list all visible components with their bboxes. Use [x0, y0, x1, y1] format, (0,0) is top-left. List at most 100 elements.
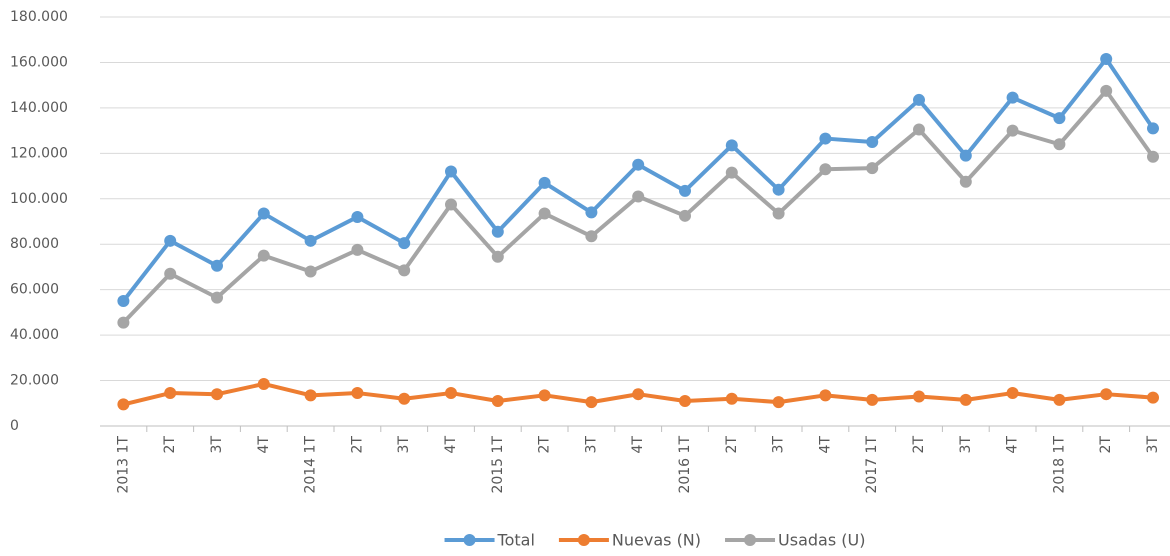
data-point — [304, 265, 317, 278]
data-point — [1100, 53, 1113, 66]
legend-item: Total — [444, 531, 535, 550]
data-point — [866, 135, 879, 148]
data-point — [257, 377, 270, 390]
data-point — [819, 163, 832, 176]
data-point — [725, 166, 738, 179]
x-tick-label: 4T — [1005, 436, 1021, 454]
data-point — [632, 190, 645, 203]
data-point — [445, 165, 457, 178]
data-point — [398, 264, 411, 277]
x-tick-label: 2T — [537, 436, 553, 454]
data-point — [679, 395, 691, 408]
data-point — [445, 198, 457, 211]
legend-marker — [744, 534, 757, 546]
data-point — [211, 259, 223, 272]
legend-label: Usadas (U) — [778, 531, 865, 550]
data-point — [585, 396, 598, 409]
x-tick-label: 2017 1T — [864, 436, 880, 494]
data-point — [1147, 391, 1159, 404]
legend-item: Usadas (U) — [725, 531, 865, 550]
y-tick-label: 40.000 — [10, 327, 59, 343]
data-point — [585, 230, 598, 243]
data-point — [398, 237, 411, 250]
data-point — [725, 392, 738, 405]
data-point — [117, 316, 130, 329]
series-line — [121, 88, 1155, 324]
data-point — [772, 396, 785, 409]
data-point — [1053, 393, 1066, 406]
data-point — [491, 225, 504, 238]
x-tick-label: 3T — [396, 436, 412, 454]
data-point — [913, 93, 925, 106]
series-line — [121, 57, 1155, 303]
data-point — [1147, 122, 1159, 135]
data-point — [211, 291, 223, 304]
y-tick-label: 120.000 — [10, 145, 68, 161]
x-tick-label: 2014 1T — [303, 436, 319, 494]
x-tick-label: 2T — [349, 436, 365, 454]
data-point — [772, 207, 785, 220]
data-point — [959, 175, 972, 188]
legend-marker — [463, 534, 476, 546]
data-point — [117, 295, 130, 308]
x-tick-label: 3T — [583, 436, 599, 454]
legend-label: Nuevas (N) — [612, 531, 701, 550]
data-point — [164, 387, 177, 400]
data-point — [585, 206, 598, 219]
data-point — [866, 393, 879, 406]
legend-item: Nuevas (N) — [558, 531, 701, 550]
data-point — [398, 392, 411, 405]
x-tick-label: 2013 1T — [115, 436, 131, 494]
legend: Total Nuevas (N) Usadas (U) — [444, 531, 865, 550]
x-tick-label: 4T — [817, 436, 833, 454]
data-point — [632, 158, 645, 171]
data-point — [445, 387, 457, 400]
y-tick-label: 60.000 — [10, 282, 59, 298]
data-point — [632, 388, 645, 401]
y-tick-label: 20.000 — [10, 373, 59, 389]
legend-label: Total — [497, 531, 535, 550]
data-point — [491, 250, 504, 263]
x-tick-label: 3T — [209, 436, 225, 454]
data-point — [538, 176, 551, 189]
data-point — [211, 388, 223, 401]
data-point — [164, 234, 177, 247]
data-point — [1147, 150, 1159, 163]
data-point — [1006, 387, 1019, 400]
data-point — [304, 234, 317, 247]
data-point — [959, 393, 972, 406]
x-tick-label: 2T — [911, 436, 927, 454]
data-point — [1006, 124, 1019, 137]
x-tick-label: 2T — [724, 436, 740, 454]
data-point — [1100, 84, 1113, 97]
data-point — [819, 132, 832, 145]
x-tick-label: 2T — [162, 436, 178, 454]
data-point — [257, 207, 270, 220]
data-point — [959, 149, 972, 162]
data-point — [538, 207, 551, 220]
data-point — [117, 398, 130, 411]
data-point — [1053, 138, 1066, 151]
y-tick-label: 100.000 — [10, 191, 68, 207]
data-point — [304, 389, 317, 402]
data-point — [538, 389, 551, 402]
y-tick-label: 140.000 — [10, 100, 68, 116]
data-point — [725, 139, 738, 152]
x-tick-label: 4T — [256, 436, 272, 454]
data-point — [351, 387, 364, 400]
data-point — [913, 390, 925, 403]
x-tick-label: 2018 1T — [1051, 436, 1067, 494]
x-tick-label: 4T — [630, 436, 646, 454]
data-point — [1006, 91, 1019, 104]
data-point — [351, 243, 364, 256]
data-point — [1100, 388, 1113, 401]
data-point — [257, 249, 270, 262]
x-tick-label: 2015 1T — [490, 436, 506, 494]
data-point — [1053, 112, 1066, 125]
data-point — [164, 267, 177, 280]
x-tick-label: 2T — [1098, 436, 1114, 454]
x-tick-label: 4T — [443, 436, 459, 454]
y-tick-label: 0 — [10, 418, 19, 434]
data-point — [866, 162, 879, 175]
